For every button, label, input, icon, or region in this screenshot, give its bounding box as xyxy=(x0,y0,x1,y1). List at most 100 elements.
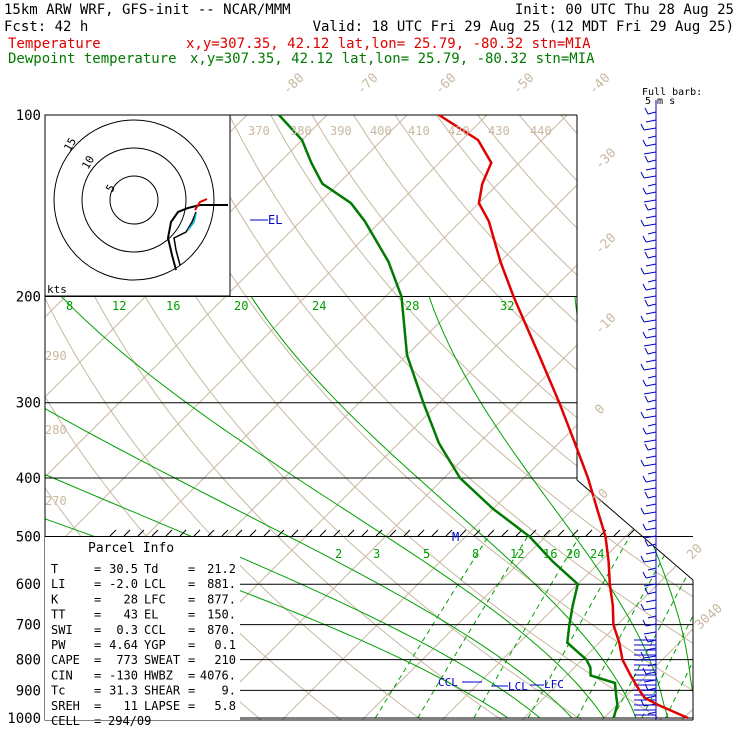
parcel-label: SWI xyxy=(51,623,73,637)
wind-barb xyxy=(645,455,657,459)
pressure-label: 200 xyxy=(16,290,41,306)
wind-barb-flag xyxy=(640,363,645,371)
freezing-hatch xyxy=(109,529,117,537)
parcel-value: -130 xyxy=(109,668,138,682)
isotherm-line xyxy=(722,60,740,740)
theta-label: 440 xyxy=(530,124,552,138)
isotherm-label: -40 xyxy=(586,71,613,98)
parcel-label: Tc xyxy=(51,684,65,698)
wind-barb xyxy=(647,375,657,379)
parcel-value: -2.0 xyxy=(109,577,138,591)
wind-barb xyxy=(647,447,657,451)
pressure-label: 800 xyxy=(16,653,41,669)
parcel-label: LCL xyxy=(144,577,166,591)
hodograph-trace-red xyxy=(194,198,208,211)
wind-barb-flag xyxy=(642,523,647,531)
wind-barb xyxy=(643,559,657,563)
temperature-profile xyxy=(438,113,689,720)
wind-barb-flag xyxy=(644,491,649,499)
hodograph-trace xyxy=(166,204,228,271)
wind-barb xyxy=(643,295,657,299)
init-time: Init: 00 UTC Thu 28 Aug 25 xyxy=(515,2,734,18)
wind-barb-flag xyxy=(642,379,647,387)
freezing-hatch xyxy=(151,529,159,537)
wind-barb xyxy=(645,287,657,291)
parcel-info-background xyxy=(45,537,240,720)
mixing-ratio-line xyxy=(417,536,529,719)
dry-adiabat-line xyxy=(699,87,740,730)
wind-barb xyxy=(643,535,657,539)
parcel-label: K xyxy=(51,592,59,606)
moist-adiabat-label: 12 xyxy=(112,299,126,313)
wind-barb-flag xyxy=(644,251,649,259)
mixing-ratio-line xyxy=(374,536,489,719)
freezing-hatch xyxy=(221,529,229,537)
parcel-info-title: Parcel Info xyxy=(88,541,174,556)
isotherm-line xyxy=(45,115,383,720)
hodograph: 5 10 15 kts xyxy=(44,114,231,297)
parcel-equals: = xyxy=(188,562,195,576)
parcel-label: CAPE xyxy=(51,653,80,667)
hodograph-ring-5 xyxy=(109,175,159,225)
wind-barb xyxy=(643,415,657,419)
wind-barb-flag xyxy=(644,347,649,355)
freezing-hatch xyxy=(333,529,341,537)
wind-barb xyxy=(643,487,657,491)
dry-adiabat-line xyxy=(175,115,693,720)
wind-barb xyxy=(645,191,657,195)
parcel-label: SREH xyxy=(51,699,80,713)
parcel-equals: = xyxy=(94,653,101,667)
wind-barb xyxy=(647,543,657,547)
wind-barb xyxy=(645,383,657,387)
parcel-equals: = xyxy=(188,653,195,667)
parcel-info-rows: T = 30.5 Td = 21.2 LI = -2.0 LCL = 881. K = 28 LFC = 877.… xyxy=(51,562,236,728)
wind-barb xyxy=(647,255,657,259)
parcel-value: 0.1 xyxy=(214,638,236,652)
mixing-ratio-line xyxy=(641,536,693,719)
wind-barb xyxy=(643,583,657,587)
freezing-hatch xyxy=(473,529,481,537)
wind-barb xyxy=(647,183,657,187)
pressure-label: 100 xyxy=(16,108,41,124)
wind-barb xyxy=(647,231,657,235)
pressure-label: 1000 xyxy=(7,711,41,727)
wind-barb-flag xyxy=(644,107,649,115)
parcel-value: 4.64 xyxy=(109,638,138,652)
forecast-hour: Fcst: 42 h xyxy=(4,19,88,35)
isotherm-line xyxy=(45,115,543,720)
isotherm-label: 10 xyxy=(590,486,612,508)
hodograph-label-15: 15 xyxy=(61,136,79,154)
isotherm-label: -60 xyxy=(432,71,459,98)
wind-barb xyxy=(647,567,657,571)
wind-barb-flag xyxy=(644,395,649,403)
wind-barb xyxy=(645,431,657,435)
parcel-value: 877. xyxy=(207,592,236,606)
parcel-equals: = xyxy=(94,608,101,622)
moist-adiabat-label: 8 xyxy=(66,299,73,313)
hodograph-trace-cyan xyxy=(187,213,197,231)
wind-barb-flag xyxy=(642,571,647,579)
pressure-label: 900 xyxy=(16,683,41,699)
moist-adiabat-label: 20 xyxy=(234,299,248,313)
wind-barb xyxy=(647,495,657,499)
wind-barb xyxy=(643,175,657,179)
dry-adiabat-line xyxy=(256,115,693,720)
wind-barb-flag xyxy=(642,619,647,627)
moist-adiabat-label: 16 xyxy=(166,299,180,313)
dry-adiabat-line xyxy=(215,115,693,720)
theta-label: 430 xyxy=(488,124,510,138)
wind-barb xyxy=(647,207,657,211)
dry-adiabat-line xyxy=(336,115,693,720)
parcel-value: 870. xyxy=(207,623,236,637)
parcel-equals: = xyxy=(188,577,195,591)
freezing-hatch xyxy=(389,529,397,537)
parcel-label: HWBZ xyxy=(144,668,173,682)
parcel-equals: = xyxy=(94,699,101,713)
wind-barb xyxy=(647,135,657,139)
freezing-hatch xyxy=(543,529,551,537)
parcel-label: SHEAR xyxy=(144,684,181,698)
barb-legend-line1: Full barb: xyxy=(642,87,702,98)
freezing-hatch xyxy=(193,529,201,537)
dry-adiabat-line xyxy=(45,115,437,720)
freezing-hatch xyxy=(361,529,369,537)
